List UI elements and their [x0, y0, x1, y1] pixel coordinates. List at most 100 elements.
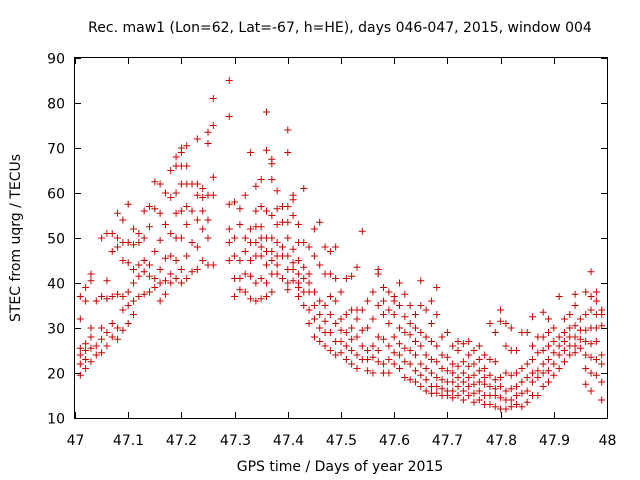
data-point: [592, 338, 600, 345]
data-point: [332, 243, 340, 251]
data-point: [486, 401, 494, 408]
data-point: [438, 351, 446, 359]
data-point: [156, 180, 164, 188]
data-point: [582, 351, 590, 359]
data-point: [475, 396, 483, 404]
data-point: [193, 243, 201, 251]
y-tick-label: 90: [47, 52, 65, 68]
data-point: [369, 342, 377, 350]
data-point: [523, 398, 531, 406]
data-point: [114, 290, 122, 298]
data-point: [502, 320, 510, 327]
data-point: [310, 302, 318, 309]
data-point: [518, 378, 526, 386]
data-point: [326, 270, 334, 278]
data-point: [390, 349, 398, 357]
data-point: [172, 257, 180, 264]
data-point: [380, 335, 388, 343]
data-point: [140, 268, 148, 276]
data-point: [411, 367, 419, 375]
data-point: [491, 392, 499, 399]
data-point: [443, 353, 451, 361]
data-point: [396, 351, 404, 359]
data-point: [454, 338, 462, 345]
data-point: [475, 342, 483, 350]
data-point: [103, 295, 111, 303]
data-point: [300, 263, 308, 271]
data-point: [582, 380, 590, 388]
data-point: [130, 225, 138, 233]
data-point: [507, 403, 515, 411]
x-tick-label: 47.5: [326, 433, 357, 449]
data-point: [98, 234, 106, 242]
data-point: [241, 234, 249, 242]
data-point: [449, 394, 457, 402]
data-point: [406, 347, 414, 354]
data-point: [566, 311, 574, 318]
data-point: [518, 365, 526, 372]
data-point: [119, 216, 127, 224]
data-point: [263, 146, 271, 154]
data-point: [257, 223, 265, 231]
data-point: [172, 275, 180, 282]
data-point: [353, 263, 361, 271]
data-point: [119, 306, 127, 314]
data-point: [316, 324, 324, 332]
y-tick-label: 20: [47, 367, 65, 383]
data-point: [167, 194, 175, 201]
data-point: [459, 369, 467, 377]
data-point: [300, 239, 308, 246]
data-point: [598, 351, 606, 359]
data-point: [481, 365, 489, 372]
data-point: [390, 333, 398, 341]
data-point: [231, 198, 239, 206]
data-point: [513, 383, 521, 390]
data-point: [294, 221, 302, 228]
data-point: [82, 356, 90, 363]
data-point: [529, 356, 537, 363]
data-point: [380, 284, 388, 291]
data-point: [188, 207, 196, 215]
data-point: [310, 288, 318, 296]
data-point: [145, 203, 153, 210]
data-point: [151, 178, 159, 186]
data-point: [145, 288, 153, 296]
data-point: [571, 349, 579, 357]
data-point: [140, 257, 148, 264]
data-point: [518, 403, 526, 411]
data-point: [321, 302, 329, 309]
data-point: [438, 385, 446, 393]
data-point: [87, 344, 95, 352]
data-point: [257, 203, 265, 210]
data-point: [555, 365, 563, 372]
data-point: [183, 275, 191, 282]
data-point: [598, 396, 606, 404]
data-point: [465, 392, 473, 399]
data-point: [284, 126, 292, 134]
data-point: [82, 297, 90, 305]
data-point: [534, 392, 542, 399]
data-point: [209, 191, 217, 199]
data-point: [598, 378, 606, 386]
data-point: [491, 403, 499, 411]
data-point: [529, 313, 537, 321]
data-point: [342, 275, 350, 282]
data-point: [87, 270, 95, 278]
data-point: [108, 293, 116, 300]
data-point: [486, 383, 494, 390]
data-point: [284, 279, 292, 287]
data-point: [247, 295, 255, 303]
data-point: [454, 392, 462, 399]
y-axis-label: STEC from uqrg / TECUs: [8, 154, 24, 322]
data-point: [385, 369, 393, 377]
data-point: [177, 266, 185, 273]
data-point: [507, 396, 515, 404]
data-point: [209, 122, 217, 129]
data-point: [406, 360, 414, 368]
data-point: [427, 320, 435, 327]
data-point: [193, 135, 201, 143]
data-point: [491, 385, 499, 393]
data-point: [252, 297, 260, 305]
data-point: [449, 360, 457, 368]
